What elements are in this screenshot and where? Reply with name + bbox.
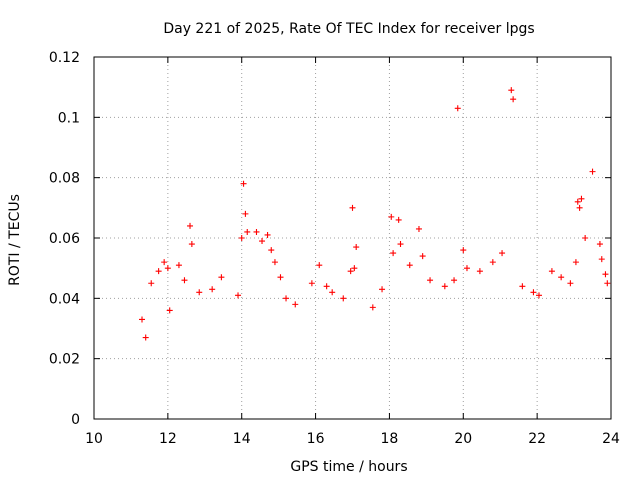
data-point	[351, 265, 358, 272]
data-point	[244, 228, 251, 235]
data-point	[508, 87, 515, 94]
data-point	[598, 256, 605, 263]
x-tick-label: 12	[159, 431, 177, 447]
data-point	[271, 259, 278, 266]
data-point	[476, 268, 483, 275]
x-tick-label: 20	[454, 431, 472, 447]
data-point	[268, 247, 275, 254]
data-point	[451, 277, 458, 284]
x-tick-label: 16	[307, 431, 325, 447]
data-point	[388, 213, 395, 220]
data-point	[340, 295, 347, 302]
plot-area-frame	[93, 56, 612, 420]
data-point	[188, 241, 195, 248]
data-point	[415, 225, 422, 232]
data-point	[329, 289, 336, 296]
data-point	[347, 268, 354, 275]
data-point	[578, 195, 585, 202]
data-point	[395, 216, 402, 223]
data-point	[181, 277, 188, 284]
data-point	[379, 286, 386, 293]
data-point	[240, 180, 247, 187]
x-tick-label: 24	[602, 431, 620, 447]
axis-ticks: 10 12 14 16 18 20 22 24 0 0.02 0.04 0.06 0.08 0.1 0.12	[49, 50, 620, 447]
data-point	[235, 292, 242, 299]
chart-title: Day 221 of 2025, Rate Of TEC Index for r…	[163, 21, 534, 37]
data-point	[187, 222, 194, 229]
data-point	[535, 292, 542, 299]
data-point	[161, 259, 168, 266]
data-point	[419, 253, 426, 260]
data-point	[463, 265, 470, 272]
x-tick-label: 18	[381, 431, 399, 447]
data-point	[164, 265, 171, 272]
data-point	[242, 210, 249, 217]
data-point	[369, 304, 376, 311]
y-axis-label: ROTI / TECUs	[7, 194, 23, 286]
data-point	[155, 268, 162, 275]
data-point	[323, 283, 330, 290]
grid-lines	[94, 57, 611, 419]
data-point	[142, 334, 149, 341]
data-point	[175, 262, 182, 269]
data-point	[548, 268, 555, 275]
data-point	[574, 198, 581, 205]
data-point	[259, 238, 266, 245]
data-point	[519, 283, 526, 290]
data-point	[489, 259, 496, 266]
data-point	[166, 307, 173, 314]
data-points	[139, 87, 611, 341]
data-point	[253, 228, 260, 235]
x-axis-label: GPS time / hours	[290, 459, 407, 475]
data-point	[277, 274, 284, 281]
y-tick-label: 0	[71, 412, 80, 428]
data-point	[264, 231, 271, 238]
data-point	[530, 289, 537, 296]
y-tick-label: 0.06	[49, 231, 80, 247]
data-point	[567, 280, 574, 287]
data-point	[209, 286, 216, 293]
data-point	[238, 235, 245, 241]
data-point	[427, 277, 434, 284]
x-tick-label: 10	[85, 431, 103, 447]
data-point	[558, 274, 565, 281]
data-point	[510, 96, 517, 103]
data-point	[349, 204, 356, 211]
data-point	[604, 280, 611, 287]
data-point	[316, 262, 323, 269]
data-point	[308, 280, 315, 287]
y-tick-label: 0.1	[58, 110, 80, 126]
x-tick-label: 14	[233, 431, 251, 447]
data-point	[397, 241, 404, 248]
data-point	[441, 283, 448, 290]
y-tick-label: 0.02	[49, 352, 80, 368]
data-point	[406, 262, 413, 269]
data-point	[353, 244, 360, 251]
data-point	[589, 168, 596, 175]
data-point	[596, 241, 603, 248]
y-tick-label: 0.12	[49, 50, 80, 66]
data-point	[218, 274, 225, 281]
data-point	[499, 250, 506, 257]
data-point	[460, 247, 467, 254]
data-point	[196, 289, 203, 296]
data-point	[292, 301, 299, 308]
data-point	[602, 271, 609, 278]
data-point	[390, 250, 397, 257]
data-point	[283, 295, 290, 302]
data-point	[576, 204, 583, 211]
y-tick-label: 0.08	[49, 171, 80, 187]
x-tick-label: 22	[528, 431, 546, 447]
data-point	[139, 316, 146, 323]
data-point	[148, 280, 155, 287]
y-tick-label: 0.04	[49, 291, 80, 307]
data-point	[454, 105, 461, 112]
data-point	[582, 235, 589, 241]
data-point	[572, 259, 579, 266]
